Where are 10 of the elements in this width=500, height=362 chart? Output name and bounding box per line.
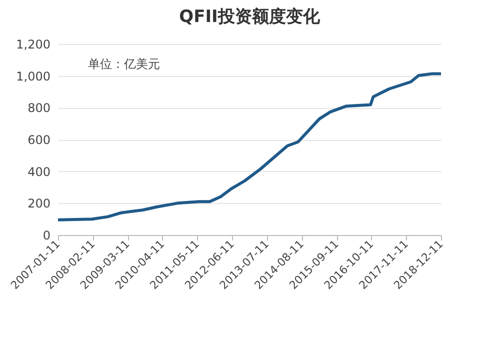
y-tick-label: 400: [28, 164, 50, 179]
y-tick-label: 0: [42, 228, 50, 242]
y-tick-label: 200: [28, 196, 50, 211]
line-series: [56, 72, 442, 222]
annotation: 单位：亿美元: [88, 57, 160, 71]
y-tick-label: 800: [28, 101, 50, 116]
y-tick-label: 1,000: [16, 69, 50, 84]
y-tick-label: 1,200: [16, 38, 50, 52]
y-tick-label: 600: [28, 133, 50, 147]
chart-title: QFII投资额度变化: [179, 7, 321, 27]
